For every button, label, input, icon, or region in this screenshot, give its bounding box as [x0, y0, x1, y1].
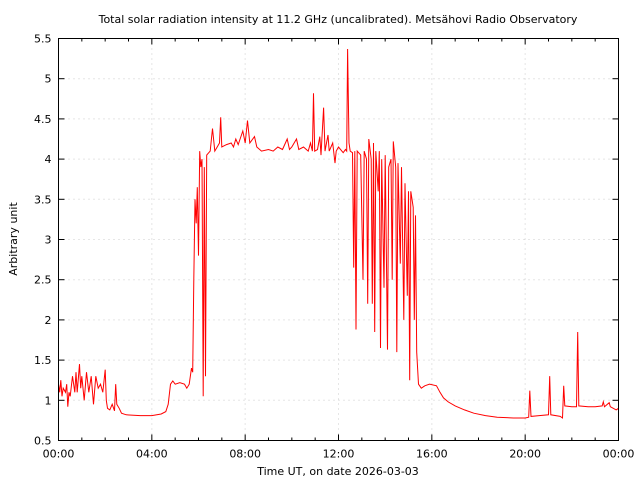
series-line [58, 48, 619, 419]
y-tick-label: 3.5 [34, 193, 52, 206]
y-tick-label: 0.5 [34, 435, 52, 448]
x-tick-label: 04:00 [136, 448, 168, 461]
y-tick-label: 4 [45, 153, 52, 166]
x-tick-label: 20:00 [509, 448, 541, 461]
y-tick-label: 5 [45, 73, 52, 86]
x-tick-label: 00:00 [603, 448, 635, 461]
y-tick-label: 4.5 [34, 113, 52, 126]
plot-frame [58, 38, 619, 441]
x-tick-label: 08:00 [229, 448, 261, 461]
x-tick-label: 00:00 [43, 448, 75, 461]
x-tick-label: 16:00 [416, 448, 448, 461]
y-tick-label: 5.5 [34, 33, 52, 46]
x-axis-label: Time UT, on date 2026-03-03 [256, 465, 419, 478]
y-tick-label: 1.5 [34, 354, 52, 367]
chart-title: Total solar radiation intensity at 11.2 … [98, 13, 578, 26]
y-tick-label: 1 [45, 394, 52, 407]
y-tick-label: 2.5 [34, 274, 52, 287]
y-axis-label: Arbitrary unit [7, 202, 20, 276]
y-tick-label: 3 [45, 234, 52, 247]
x-tick-label: 12:00 [323, 448, 355, 461]
y-tick-label: 2 [45, 314, 52, 327]
